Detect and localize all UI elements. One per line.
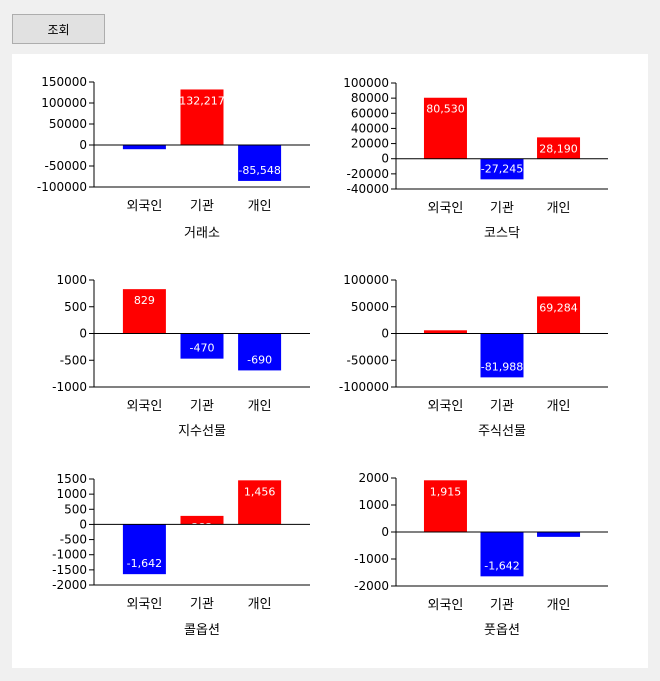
y-tick-label: 0: [79, 327, 87, 341]
y-tick-label: -1000: [354, 552, 389, 566]
data-label: -1,642: [127, 557, 162, 570]
y-tick-label: -500: [60, 353, 87, 367]
y-tick-label: -50000: [346, 353, 389, 367]
y-tick-label: -1500: [52, 563, 87, 577]
chart-title: 콜옵션: [184, 623, 220, 638]
y-tick-label: 1500: [56, 472, 87, 486]
y-tick-label: 2000: [358, 471, 389, 485]
x-tick-label: 외국인: [126, 399, 162, 414]
data-label: 69,284: [539, 301, 578, 314]
y-tick-label: -2000: [52, 578, 87, 592]
y-tick-label: 0: [381, 152, 389, 166]
y-tick-label: 40000: [351, 121, 389, 135]
x-tick-label: 외국인: [428, 399, 464, 414]
bar: [537, 532, 581, 537]
y-tick-label: 100000: [41, 96, 87, 110]
y-tick-label: -20000: [346, 167, 389, 181]
bar: [423, 480, 467, 532]
x-tick-label: 외국인: [428, 201, 464, 216]
x-tick-label: 기관: [190, 399, 214, 414]
x-tick-label: 개인: [547, 201, 571, 216]
y-tick-label: 0: [381, 327, 389, 341]
data-label: -81,988: [481, 360, 523, 373]
chart-title: 거래소: [184, 226, 220, 241]
y-tick-label: -500: [60, 533, 87, 547]
x-tick-label: 기관: [490, 399, 514, 414]
data-label: -1,642: [484, 559, 519, 572]
y-tick-label: 150000: [41, 75, 87, 89]
bar: [122, 145, 166, 150]
query-button[interactable]: 조회: [12, 14, 105, 44]
x-tick-label: 개인: [248, 597, 272, 612]
y-tick-label: 0: [79, 138, 87, 152]
bar: [537, 296, 581, 334]
chart-title: 코스닥: [484, 226, 520, 241]
data-label: -85,548: [238, 164, 280, 177]
x-tick-label: 외국인: [126, 199, 162, 214]
data-label: 132,217: [179, 94, 225, 107]
data-label: -470: [190, 342, 215, 355]
y-tick-label: -100000: [37, 180, 87, 194]
data-label: -690: [247, 353, 272, 366]
y-tick-label: 0: [381, 525, 389, 539]
y-tick-label: 80000: [351, 91, 389, 105]
x-tick-label: 개인: [547, 598, 571, 613]
x-tick-label: 개인: [248, 199, 272, 214]
x-tick-label: 기관: [190, 199, 214, 214]
y-tick-label: 1000: [56, 487, 87, 501]
bar: [480, 158, 524, 180]
x-tick-label: 개인: [248, 399, 272, 414]
data-label: 1,456: [244, 485, 276, 498]
y-tick-label: 1000: [358, 498, 389, 512]
bar: [238, 480, 282, 525]
y-tick-label: 20000: [351, 137, 389, 151]
data-label: 282: [192, 521, 213, 534]
chart-panel: -100000 -50000 0 50000 100000 150000 외국인 132,21…: [12, 54, 648, 668]
y-tick-label: -100000: [339, 380, 389, 394]
bar: [423, 97, 467, 159]
x-tick-label: 개인: [547, 399, 571, 414]
bar: [480, 532, 524, 577]
bar: [180, 89, 224, 145]
y-tick-label: -2000: [354, 579, 389, 593]
data-label: 28,190: [539, 142, 578, 155]
data-label: 829: [134, 294, 155, 307]
y-tick-label: -1000: [52, 548, 87, 562]
bar: [180, 333, 224, 359]
bar: [122, 289, 166, 334]
data-label: 1,915: [430, 485, 462, 498]
y-tick-label: 500: [64, 300, 87, 314]
y-tick-label: 1000: [56, 273, 87, 287]
y-tick-label: 50000: [351, 300, 389, 314]
x-tick-label: 기관: [490, 201, 514, 216]
bar: [423, 330, 467, 334]
chart-title: 지수선물: [178, 424, 226, 439]
chart-title: 풋옵션: [484, 623, 520, 638]
bar: [480, 333, 524, 378]
y-tick-label: -40000: [346, 182, 389, 196]
data-label: -27,245: [481, 162, 523, 175]
charts-canvas: -100000-50000050000100000150000외국인132,21…: [37, 75, 608, 638]
bar: [122, 524, 166, 575]
y-tick-label: -50000: [44, 159, 87, 173]
y-tick-label: 100000: [343, 76, 389, 90]
bar: [238, 333, 282, 371]
x-tick-label: 외국인: [428, 598, 464, 613]
x-tick-label: 기관: [490, 598, 514, 613]
bar: [537, 137, 581, 159]
bar: [180, 515, 224, 525]
y-tick-label: 50000: [49, 117, 87, 131]
x-tick-label: 외국인: [126, 597, 162, 612]
data-label: 80,530: [426, 103, 465, 116]
y-tick-label: 60000: [351, 106, 389, 120]
x-tick-label: 기관: [190, 597, 214, 612]
chart-title: 주식선물: [478, 424, 526, 439]
y-tick-label: 500: [64, 502, 87, 516]
bar: [238, 145, 282, 181]
y-tick-label: 100000: [343, 273, 389, 287]
y-tick-label: -1000: [52, 380, 87, 394]
y-tick-label: 0: [79, 517, 87, 531]
